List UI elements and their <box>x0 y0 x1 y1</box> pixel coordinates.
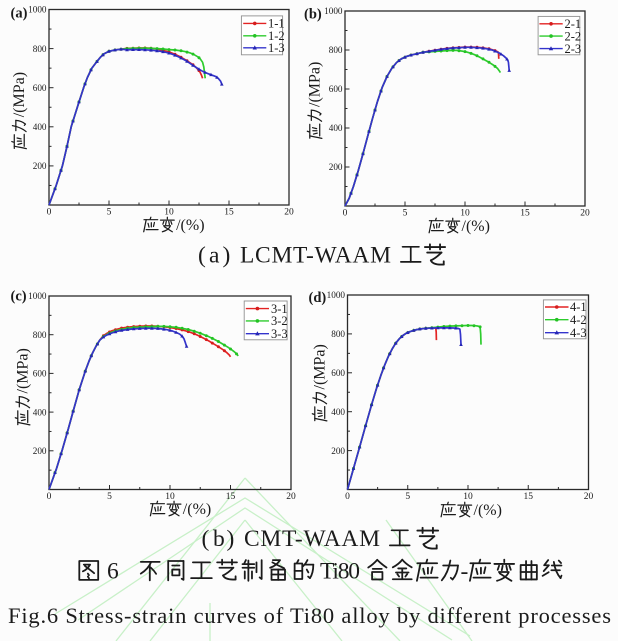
svg-text:1-1: 1-1 <box>268 17 285 31</box>
svg-text:): ) <box>227 526 235 552</box>
svg-text:CMT-WAAM: CMT-WAAM <box>244 526 380 552</box>
svg-text:(c): (c) <box>11 289 27 305</box>
svg-text:Ti80: Ti80 <box>320 559 360 585</box>
svg-text:5: 5 <box>403 209 408 219</box>
svg-text:2-3: 2-3 <box>565 42 582 56</box>
svg-text:20: 20 <box>584 492 594 502</box>
svg-text:3-2: 3-2 <box>271 314 288 328</box>
svg-text:20: 20 <box>580 209 590 219</box>
svg-text:20: 20 <box>284 208 294 218</box>
svg-text:a: a <box>209 243 220 269</box>
svg-text:(: ( <box>198 243 206 269</box>
svg-text:LCMT-WAAM: LCMT-WAAM <box>240 243 391 269</box>
svg-text:1-2: 1-2 <box>268 29 285 43</box>
svg-text:0: 0 <box>345 492 350 502</box>
svg-text:200: 200 <box>33 161 47 171</box>
svg-text:10: 10 <box>463 492 473 502</box>
svg-text:400: 400 <box>329 123 343 133</box>
svg-text:15: 15 <box>226 492 236 502</box>
svg-text:0: 0 <box>47 492 52 502</box>
svg-text:0: 0 <box>47 208 52 218</box>
svg-text:4-3: 4-3 <box>570 326 587 340</box>
svg-text:5: 5 <box>405 492 410 502</box>
svg-text:400: 400 <box>33 407 47 417</box>
svg-text:200: 200 <box>33 446 47 456</box>
svg-text:4-1: 4-1 <box>570 300 587 314</box>
svg-text:15: 15 <box>524 492 534 502</box>
svg-text:4-2: 4-2 <box>570 313 587 327</box>
svg-text:400: 400 <box>33 122 47 132</box>
svg-text:800: 800 <box>33 44 47 54</box>
svg-text:Fig.6 Stress-strain curves of: Fig.6 Stress-strain curves of Ti80 alloy… <box>8 603 611 628</box>
svg-text:200: 200 <box>331 446 345 456</box>
svg-text:b: b <box>213 526 225 552</box>
svg-text:5: 5 <box>107 208 112 218</box>
svg-text:/(%): /(%) <box>474 502 502 519</box>
svg-text:(d): (d) <box>309 290 327 306</box>
svg-text:1000: 1000 <box>327 290 346 300</box>
svg-text:(a): (a) <box>11 5 28 21</box>
svg-text:/(MPa): /(MPa) <box>15 348 32 393</box>
svg-text:600: 600 <box>33 369 47 379</box>
svg-text:800: 800 <box>331 329 345 339</box>
svg-text:-: - <box>461 559 469 585</box>
svg-text:(: ( <box>202 526 210 552</box>
svg-text:10: 10 <box>164 208 174 218</box>
svg-text:/(%): /(%) <box>183 501 211 518</box>
svg-text:3-3: 3-3 <box>271 327 288 341</box>
svg-text:/(MPa): /(MPa) <box>307 62 324 107</box>
svg-text:600: 600 <box>331 368 345 378</box>
svg-text:800: 800 <box>329 45 343 55</box>
svg-text:(b): (b) <box>304 7 322 23</box>
svg-text:600: 600 <box>329 84 343 94</box>
svg-text:0: 0 <box>343 209 348 219</box>
svg-text:200: 200 <box>329 162 343 172</box>
svg-text:600: 600 <box>33 83 47 93</box>
svg-text:6: 6 <box>107 559 119 585</box>
svg-text:10: 10 <box>460 209 470 219</box>
svg-text:/(MPa): /(MPa) <box>312 344 329 389</box>
svg-text:20: 20 <box>286 492 296 502</box>
svg-text:5: 5 <box>107 492 112 502</box>
svg-text:2-1: 2-1 <box>565 17 582 31</box>
svg-text:1000: 1000 <box>28 5 47 15</box>
svg-text:): ) <box>223 243 231 269</box>
svg-text:2-2: 2-2 <box>565 29 582 43</box>
svg-text:1000: 1000 <box>28 291 47 301</box>
svg-text:15: 15 <box>224 208 234 218</box>
svg-text:3-1: 3-1 <box>271 302 288 316</box>
svg-text:/(MPa): /(MPa) <box>11 72 28 117</box>
svg-text:10: 10 <box>165 492 175 502</box>
svg-text:1-3: 1-3 <box>268 41 285 55</box>
svg-text:/(%): /(%) <box>462 218 490 235</box>
svg-text:1000: 1000 <box>324 6 343 16</box>
svg-text:800: 800 <box>33 330 47 340</box>
svg-text:/(%): /(%) <box>176 217 204 234</box>
svg-text:400: 400 <box>331 407 345 417</box>
svg-text:15: 15 <box>520 209 530 219</box>
